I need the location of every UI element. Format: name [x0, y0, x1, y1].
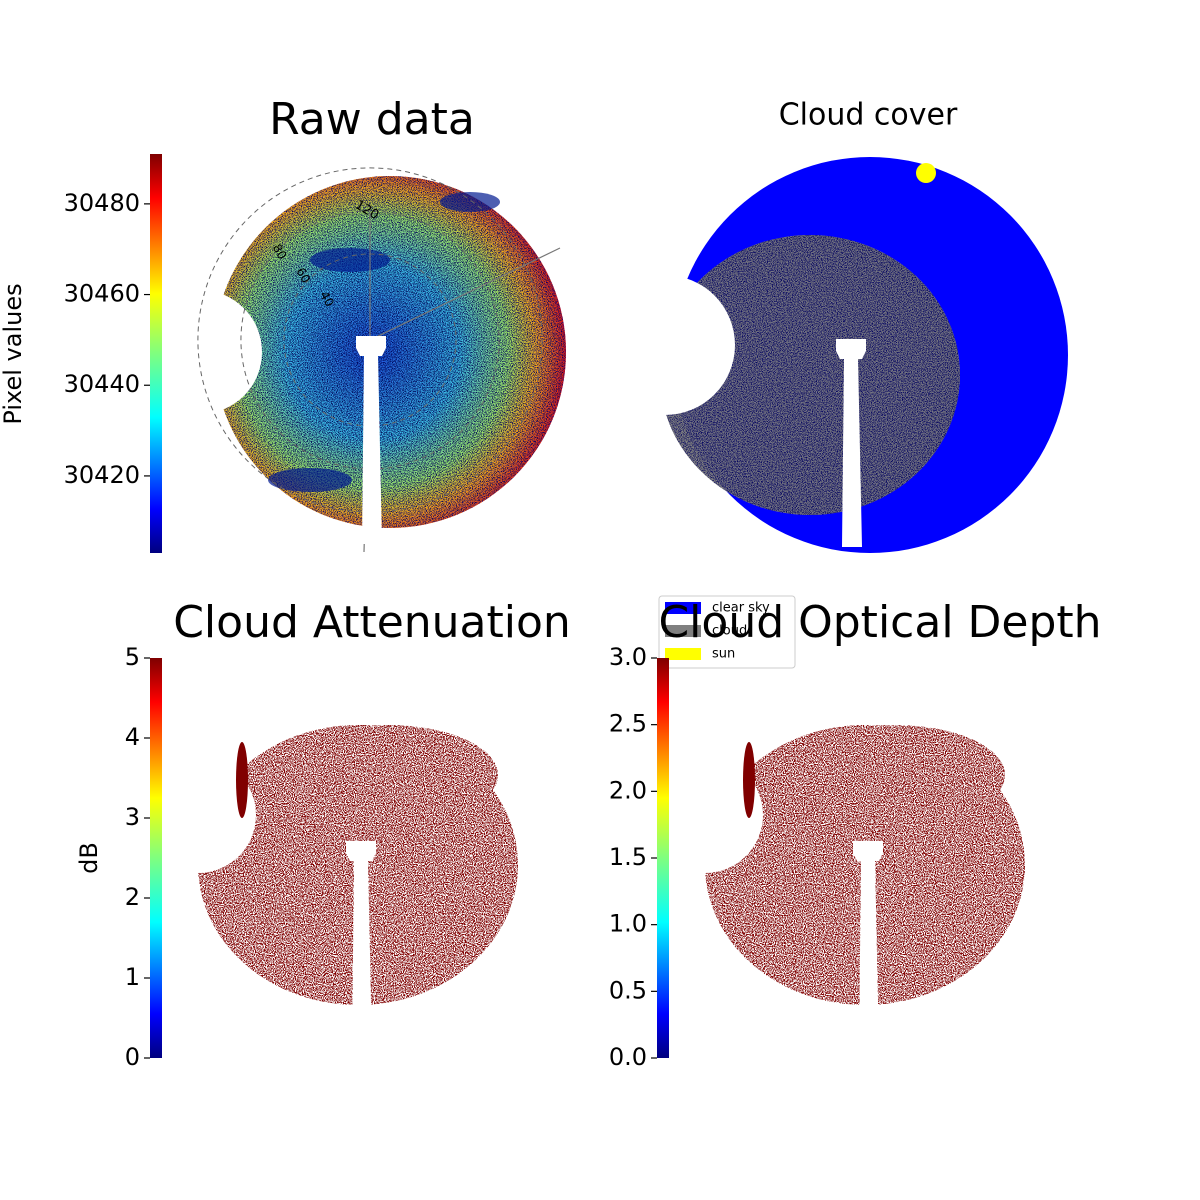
polar-ring-label: 40 [317, 289, 337, 309]
legend-swatch [665, 648, 701, 660]
colorbar-tick-label: 1 [125, 963, 140, 991]
sky-image [214, 176, 566, 528]
cutout [138, 290, 262, 414]
legend-label: cloud [712, 624, 747, 639]
dark-cloud [268, 468, 352, 492]
colorbar-tick-label: 2.0 [609, 776, 647, 804]
colorbar [150, 658, 162, 1058]
cloud-mask-top [785, 725, 1005, 825]
panel-title: Cloud cover [779, 98, 958, 133]
mast [836, 339, 866, 547]
colorbar-tick-label: 0 [125, 1043, 140, 1071]
polar-ring-label: 60 [293, 265, 313, 285]
sun-region [916, 163, 936, 183]
panel: clear sky cloud sun Cloud cover [595, 98, 1068, 669]
colorbar-tick-label: 1.5 [609, 843, 647, 871]
colorbar-tick-label: 3.0 [609, 643, 647, 671]
colorbar-tick-label: 4 [125, 723, 140, 751]
mast [356, 336, 386, 544]
colorbar-tick-label: 30460 [64, 280, 140, 308]
legend-swatch [665, 625, 701, 637]
cutout [595, 275, 735, 415]
colorbar-tick-label: 2.5 [609, 710, 647, 738]
colorbar-label: dB [75, 842, 103, 874]
colorbar-tick-label: 0.0 [609, 1043, 647, 1071]
colorbar-tick-label: 3 [125, 803, 140, 831]
cutout [647, 757, 763, 873]
colorbar-tick-label: 30440 [64, 370, 140, 398]
fringe [743, 742, 755, 818]
colorbar-tick-label: 2 [125, 883, 140, 911]
cutout [140, 757, 256, 873]
panel-title: Cloud Attenuation [173, 597, 571, 648]
dark-cloud [440, 192, 500, 212]
legend: clear sky cloud sun [658, 595, 796, 669]
legend-swatch [665, 602, 701, 614]
cloud-region [660, 235, 960, 515]
polar-grid-ring [283, 253, 457, 427]
mast [346, 841, 376, 1049]
legend-label: clear sky [712, 601, 770, 616]
panel-title: Cloud Optical Depth [658, 597, 1101, 648]
colorbar-label: Pixel values [0, 283, 27, 424]
colorbar [150, 154, 162, 553]
colorbar-tick-label: 0.5 [609, 976, 647, 1004]
panel: Cloud Attenuation 0 1 2 3 4 5 dB [75, 597, 571, 1071]
fringe [236, 742, 248, 818]
legend-label: sun [712, 647, 735, 662]
polar-azimuth-line2 [369, 247, 561, 341]
panel-title: Raw data [269, 94, 475, 145]
colorbar-tick-label: 30480 [64, 189, 140, 217]
colorbar [657, 658, 669, 1058]
panel: Cloud Optical Depth 0.0 0.5 1.0 1.5 2.0 2.5 3.0 [609, 597, 1102, 1071]
cloud-mask-top [278, 725, 498, 825]
colorbar-tick-label: 30420 [64, 461, 140, 489]
mast [853, 841, 883, 1049]
colorbar-tick-label: 5 [125, 643, 140, 671]
colorbar-tick-label: 1.0 [609, 910, 647, 938]
polar-ring-label: 80 [270, 242, 290, 262]
